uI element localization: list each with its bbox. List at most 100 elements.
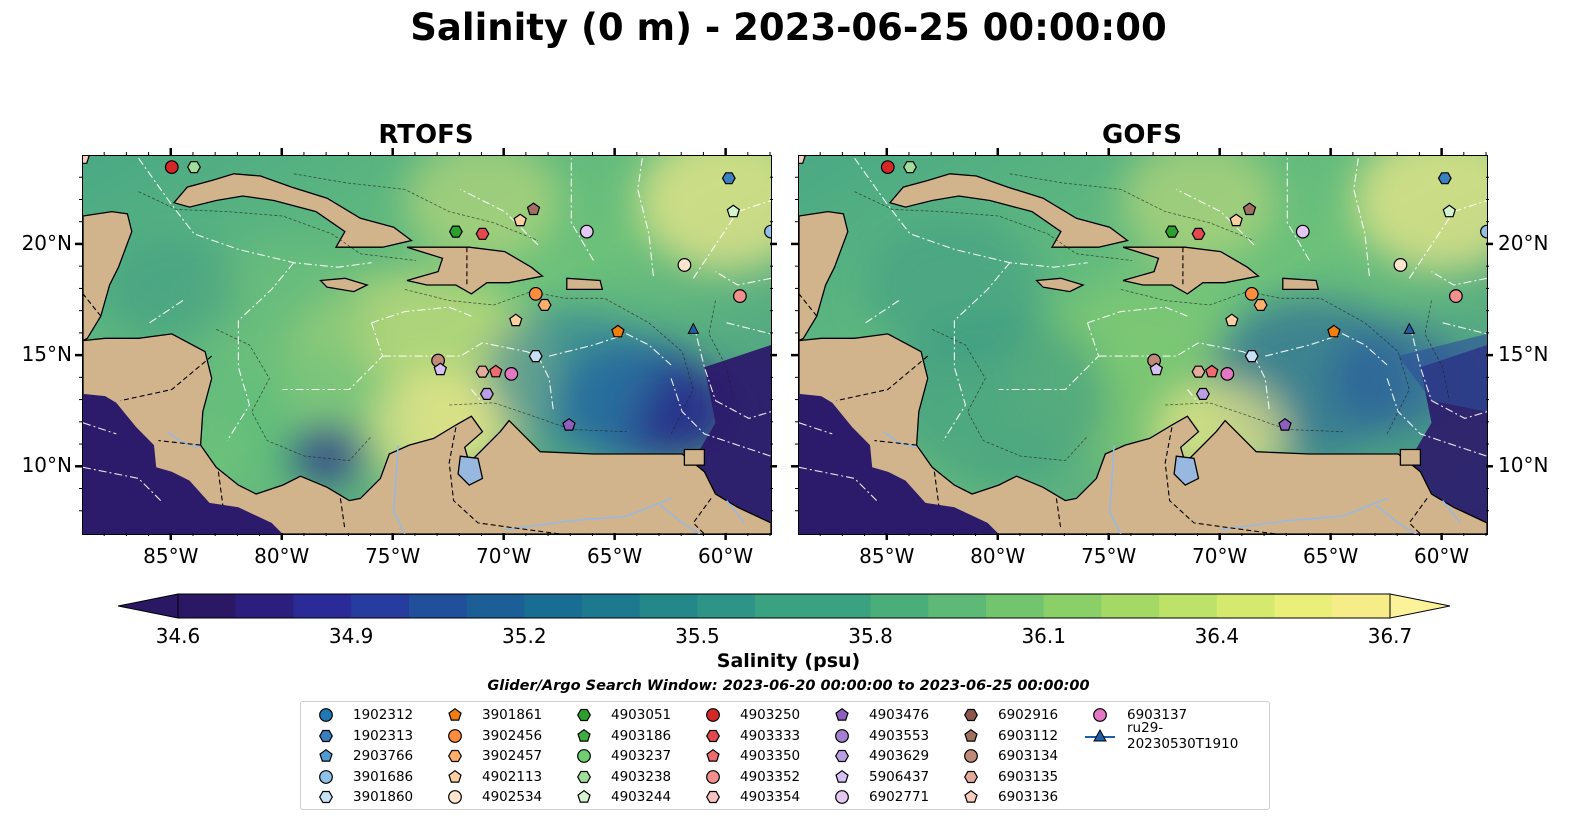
marker-6902771[interactable] — [1295, 224, 1310, 239]
colorbar-segment — [1101, 594, 1160, 618]
marker-4903238[interactable] — [187, 161, 201, 174]
marker-4903051[interactable] — [448, 225, 463, 238]
panel-title-gofs: GOFS — [1102, 120, 1182, 150]
marker-4903352[interactable] — [733, 289, 747, 303]
colorbar-tick-label: 36.4 — [1194, 624, 1240, 648]
legend-item: 3901686 — [309, 767, 413, 787]
marker-6902771[interactable] — [579, 224, 594, 239]
legend-label: 4902113 — [482, 768, 543, 785]
marker-3901686[interactable] — [764, 224, 771, 239]
legend-item: 4903476 — [825, 705, 929, 725]
marker-4903629[interactable] — [479, 387, 494, 400]
marker-3902457[interactable] — [537, 298, 552, 311]
land-hispaniola — [406, 246, 544, 295]
marker-4903244[interactable] — [726, 204, 741, 218]
legend-label: 4902534 — [482, 789, 543, 806]
legend-item: 4903250 — [696, 705, 800, 725]
colorbar-segment — [235, 594, 295, 618]
legend-item: 4903051 — [567, 705, 671, 725]
legend-marker-hexagon — [706, 791, 720, 804]
figure-title: Salinity (0 m) - 2023-06-25 00:00:00 — [410, 6, 1167, 49]
marker-4902113[interactable] — [509, 313, 523, 327]
marker-4903629[interactable] — [1195, 387, 1210, 400]
marker-5906437[interactable] — [1149, 362, 1164, 376]
marker-4903244[interactable] — [1442, 204, 1457, 218]
legend-marker-pentagon — [835, 707, 849, 721]
panel-title-rtofs: RTOFS — [378, 120, 474, 150]
legend-marker-circle — [835, 728, 849, 743]
marker-4903476[interactable] — [562, 417, 576, 431]
legend-marker-circle — [577, 749, 591, 764]
marker-6903137[interactable] — [1220, 367, 1235, 381]
marker-6903137[interactable] — [504, 367, 519, 381]
marker-5906437[interactable] — [433, 362, 448, 376]
marker-3901860[interactable] — [1244, 350, 1259, 363]
marker-6903136[interactable] — [799, 156, 806, 164]
legend-marker-hexagon — [448, 750, 462, 763]
marker-4902113[interactable] — [1225, 313, 1239, 327]
marker-3902456[interactable] — [528, 286, 543, 301]
colorbar-segment — [582, 594, 641, 618]
marker-4903476[interactable] — [1278, 417, 1292, 431]
marker-4903350[interactable] — [489, 364, 503, 378]
colorbar-segment — [870, 594, 929, 618]
marker-4903350[interactable] — [1205, 364, 1219, 378]
marker-3901861[interactable] — [1327, 324, 1341, 338]
legend-item: 4903354 — [696, 787, 800, 807]
marker-4903333[interactable] — [475, 227, 490, 240]
map-gofs[interactable] — [798, 155, 1488, 535]
borders — [83, 247, 712, 534]
marker-6903112[interactable] — [526, 202, 541, 216]
marker-6903136[interactable] — [83, 156, 90, 164]
marker-1902313[interactable] — [1437, 172, 1452, 185]
marker-4903250[interactable] — [164, 160, 179, 175]
legend-marker-circle — [319, 708, 333, 722]
marker-3902457[interactable] — [1253, 298, 1268, 311]
legend-marker-pentagon — [577, 728, 591, 742]
legend-item: 4903333 — [696, 726, 800, 746]
legend-item: 2903766 — [309, 746, 413, 766]
marker-4903352[interactable] — [1449, 289, 1463, 303]
marker-3902456[interactable] — [1244, 286, 1259, 301]
land-jamaica — [319, 277, 369, 293]
marker-1902313[interactable] — [721, 172, 736, 185]
map-rtofs[interactable] — [82, 155, 772, 535]
legend-label: 4903237 — [611, 748, 672, 765]
land-central-south-america — [799, 333, 1487, 534]
marker-4902113[interactable] — [513, 213, 527, 227]
legend-item: 6903135 — [954, 767, 1058, 787]
legend-marker-pentagon — [964, 728, 978, 742]
legend-label: 4903553 — [869, 727, 930, 744]
marker-4903238[interactable] — [903, 161, 917, 174]
legend-label: 3902457 — [482, 748, 543, 765]
marker-3901860[interactable] — [528, 350, 543, 363]
search-window-text: Glider/Argo Search Window: 2023-06-20 00… — [487, 678, 1090, 694]
legend-label: 4903244 — [611, 789, 672, 806]
marker-4903333[interactable] — [1191, 227, 1206, 240]
legend-marker-hexagon — [577, 770, 591, 783]
marker-4903051[interactable] — [1164, 225, 1179, 238]
legend-marker-triangle-line — [1085, 728, 1115, 742]
marker-6903112[interactable] — [1242, 202, 1257, 216]
legend-label: 3901860 — [353, 789, 414, 806]
lon-tick-label: 75°W — [365, 544, 421, 568]
marker-6903135[interactable] — [475, 365, 490, 378]
legend-marker-pentagon — [964, 790, 978, 804]
marker-6903135[interactable] — [1191, 365, 1206, 378]
legend-marker-pentagon — [448, 707, 462, 721]
marker-4902534[interactable] — [677, 258, 692, 272]
colorbar-segment — [1043, 594, 1103, 618]
marker-3901861[interactable] — [611, 324, 625, 338]
lat-tick-label-left: 20°N — [21, 230, 72, 255]
legend-marker-circle — [706, 769, 720, 784]
marker-4903250[interactable] — [880, 160, 895, 175]
colorbar-segment — [697, 594, 756, 618]
marker-4902113[interactable] — [1229, 213, 1243, 227]
legend-label: 1902313 — [353, 727, 414, 744]
colorbar-segment — [408, 594, 468, 618]
marker-4902534[interactable] — [1393, 258, 1408, 272]
colorbar-segment — [1332, 594, 1391, 618]
colorbar-segment — [466, 594, 525, 618]
marker-3901686[interactable] — [1480, 224, 1487, 239]
legend-label: 4903238 — [611, 768, 672, 785]
